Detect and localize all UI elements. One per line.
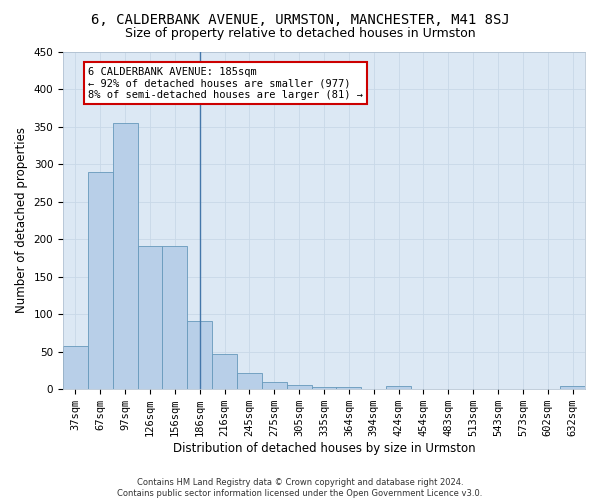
Bar [113,123,137,389]
Bar [63,346,88,389]
Text: 6 CALDERBANK AVENUE: 185sqm
← 92% of detached houses are smaller (977)
8% of sem: 6 CALDERBANK AVENUE: 185sqm ← 92% of det… [88,66,363,100]
Text: Contains HM Land Registry data © Crown copyright and database right 2024.
Contai: Contains HM Land Registry data © Crown c… [118,478,482,498]
Bar [163,246,187,389]
X-axis label: Distribution of detached houses by size in Urmston: Distribution of detached houses by size … [173,442,475,455]
Text: Size of property relative to detached houses in Urmston: Size of property relative to detached ho… [125,28,475,40]
Text: 6, CALDERBANK AVENUE, URMSTON, MANCHESTER, M41 8SJ: 6, CALDERBANK AVENUE, URMSTON, MANCHESTE… [91,12,509,26]
Bar [187,321,212,389]
Bar [311,387,337,389]
Bar [262,382,287,389]
Bar [88,172,113,389]
Bar [287,386,311,389]
Bar [212,354,237,389]
Bar [560,386,585,389]
Bar [386,386,411,389]
Bar [337,387,361,389]
Bar [237,374,262,389]
Y-axis label: Number of detached properties: Number of detached properties [15,128,28,314]
Bar [137,246,163,389]
